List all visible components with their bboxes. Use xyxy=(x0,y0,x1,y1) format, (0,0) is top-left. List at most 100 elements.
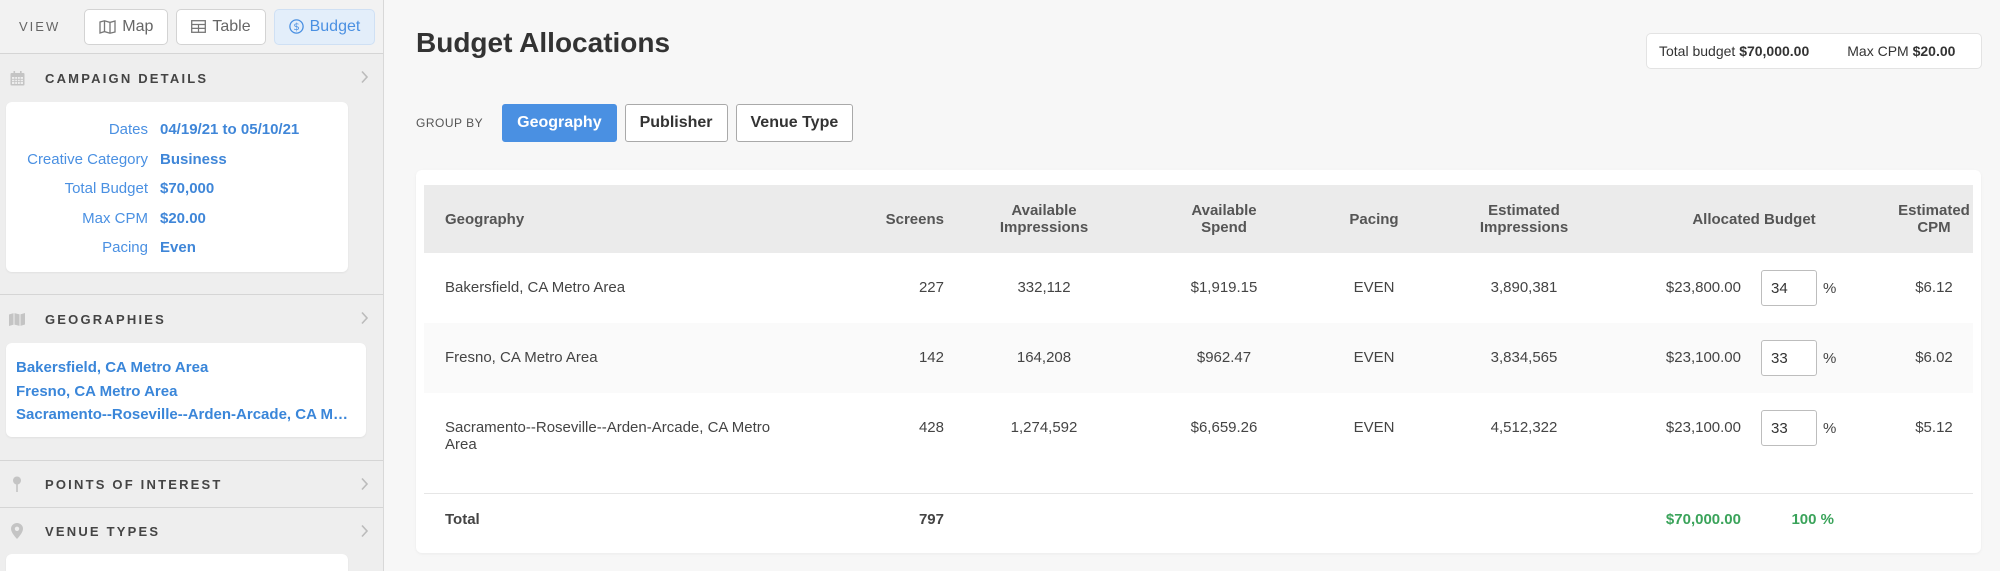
detail-row-max-cpm: Max CPM $20.00 xyxy=(6,204,348,234)
header-available-impressions[interactable]: Available Impressions xyxy=(999,202,1089,236)
cell-estimated-impressions: 3,890,381 xyxy=(1490,279,1558,296)
table-row: Sacramento--Roseville--Arden-Arcade, CA … xyxy=(424,393,1973,493)
view-budget-button[interactable]: $ Budget xyxy=(273,8,376,45)
header-estimated-cpm[interactable]: Estimated CPM xyxy=(1898,202,1970,236)
cell-allocated-budget: $23,100.00 xyxy=(1665,349,1741,366)
view-map-button[interactable]: Map xyxy=(84,8,169,45)
table-header: Geography Screens Available Impressions … xyxy=(424,185,1973,253)
group-by-venue-type-button[interactable]: Venue Type xyxy=(735,104,854,142)
cell-geography: Bakersfield, CA Metro Area xyxy=(445,279,626,296)
section-divider xyxy=(0,507,383,508)
group-by-label: GROUP BY xyxy=(416,116,484,130)
cell-available-spend: $1,919.15 xyxy=(1190,279,1258,296)
cell-geography: Sacramento--Roseville--Arden-Arcade, CA … xyxy=(445,419,771,453)
campaign-details-card: Dates 04/19/21 to 05/10/21 Creative Cate… xyxy=(6,102,348,272)
header-available-spend[interactable]: Available Spend xyxy=(1191,202,1257,236)
total-budget-value: $70,000.00 xyxy=(1739,43,1810,59)
detail-row-total-budget: Total Budget $70,000 xyxy=(6,174,348,204)
points-of-interest-title: POINTS OF INTEREST xyxy=(45,476,223,492)
max-cpm-value: $20.00 xyxy=(1912,43,1956,59)
view-budget-label: Budget xyxy=(309,17,361,35)
group-by-control: GROUP BY Geography Publisher Venue Type xyxy=(416,104,861,142)
group-by-geography-button[interactable]: Geography xyxy=(502,104,617,142)
chevron-right-icon xyxy=(361,477,369,491)
geography-link[interactable]: Sacramento--Roseville--Arden-Arcade, CA … xyxy=(16,406,356,423)
cell-pacing: EVEN xyxy=(1353,419,1395,436)
svg-text:$: $ xyxy=(293,22,299,33)
cell-allocated-budget: $23,800.00 xyxy=(1665,279,1741,296)
detail-row-dates: Dates 04/19/21 to 05/10/21 xyxy=(6,115,348,145)
header-estimated-impressions[interactable]: Estimated Impressions xyxy=(1479,202,1569,236)
percent-sign: % xyxy=(1823,350,1837,367)
total-percent: 100 % xyxy=(1791,511,1834,528)
section-divider xyxy=(0,460,383,461)
cell-available-impressions: 332,112 xyxy=(1017,279,1071,296)
pin-icon xyxy=(9,476,25,492)
table-icon xyxy=(191,20,207,33)
campaign-details-header[interactable]: CAMPAIGN DETAILS xyxy=(0,54,383,102)
budget-table: Geography Screens Available Impressions … xyxy=(416,170,1981,553)
chevron-right-icon xyxy=(361,524,369,538)
table-row: Bakersfield, CA Metro Area 227 332,112 $… xyxy=(424,253,1973,323)
allocation-percent-input[interactable] xyxy=(1761,340,1817,376)
detail-value: Business xyxy=(160,150,227,168)
group-by-publisher-button[interactable]: Publisher xyxy=(624,104,728,142)
detail-key: Pacing xyxy=(102,239,148,257)
sidebar: VIEW Map Table $ Budget CAMPAIGN DETAILS… xyxy=(0,0,384,571)
detail-key: Creative Category xyxy=(27,150,148,168)
max-cpm-label: Max CPM xyxy=(1847,43,1909,59)
total-divider xyxy=(424,493,1973,494)
cell-estimated-impressions: 3,834,565 xyxy=(1490,349,1558,366)
header-allocated-budget[interactable]: Allocated Budget xyxy=(1692,210,1816,228)
campaign-details-title: CAMPAIGN DETAILS xyxy=(45,70,209,86)
detail-key: Total Budget xyxy=(64,180,148,198)
geographies-title: GEOGRAPHIES xyxy=(45,311,166,327)
cell-geography: Fresno, CA Metro Area xyxy=(445,349,598,366)
header-screens[interactable]: Screens xyxy=(885,210,944,228)
map-icon xyxy=(99,19,116,34)
view-bar: VIEW Map Table $ Budget xyxy=(0,0,383,54)
allocation-percent-input[interactable] xyxy=(1761,270,1817,306)
cell-estimated-cpm: $6.02 xyxy=(1915,349,1953,366)
percent-sign: % xyxy=(1823,280,1837,297)
total-budget-label: Total budget xyxy=(1659,43,1736,59)
view-label: VIEW xyxy=(19,19,61,34)
cell-available-spend: $962.47 xyxy=(1196,349,1252,366)
detail-row-pacing: Pacing Even xyxy=(6,233,348,263)
cell-available-impressions: 164,208 xyxy=(1016,349,1072,366)
cell-estimated-cpm: $5.12 xyxy=(1915,419,1953,436)
geography-link[interactable]: Fresno, CA Metro Area xyxy=(16,382,178,400)
detail-row-creative-category: Creative Category Business xyxy=(6,145,348,175)
detail-value: $20.00 xyxy=(160,209,206,227)
section-divider xyxy=(0,294,383,295)
allocation-percent-input[interactable] xyxy=(1761,410,1817,446)
detail-key: Max CPM xyxy=(82,209,148,227)
percent-sign: % xyxy=(1823,420,1837,437)
detail-value: 04/19/21 to 05/10/21 xyxy=(160,121,300,139)
location-marker-icon xyxy=(9,523,25,539)
chevron-right-icon xyxy=(361,311,369,325)
cell-available-spend: $6,659.26 xyxy=(1190,419,1258,436)
total-allocated-budget: $70,000.00 xyxy=(1665,511,1741,528)
venue-types-card xyxy=(6,554,348,571)
venue-types-header[interactable]: VENUE TYPES xyxy=(0,508,383,554)
total-label: Total xyxy=(445,511,480,528)
geographies-header[interactable]: GEOGRAPHIES xyxy=(0,295,383,343)
calendar-icon xyxy=(9,70,25,86)
cell-available-impressions: 1,274,592 xyxy=(1010,419,1078,436)
cell-estimated-cpm: $6.12 xyxy=(1915,279,1953,296)
geography-link[interactable]: Bakersfield, CA Metro Area xyxy=(16,359,209,376)
cell-pacing: EVEN xyxy=(1353,349,1395,366)
total-screens: 797 xyxy=(918,511,944,528)
dollar-icon: $ xyxy=(288,19,304,34)
points-of-interest-header[interactable]: POINTS OF INTEREST xyxy=(0,461,383,507)
budget-summary: Total budget $70,000.00 Max CPM $20.00 xyxy=(1646,33,1982,69)
main-content: Budget Allocations Total budget $70,000.… xyxy=(385,0,2000,571)
view-table-label: Table xyxy=(212,17,251,35)
cell-screens: 428 xyxy=(918,419,944,436)
map-icon xyxy=(9,311,25,327)
header-pacing[interactable]: Pacing xyxy=(1349,210,1399,228)
header-geography[interactable]: Geography xyxy=(445,210,525,228)
view-table-button[interactable]: Table xyxy=(176,8,266,45)
cell-screens: 227 xyxy=(918,279,944,296)
